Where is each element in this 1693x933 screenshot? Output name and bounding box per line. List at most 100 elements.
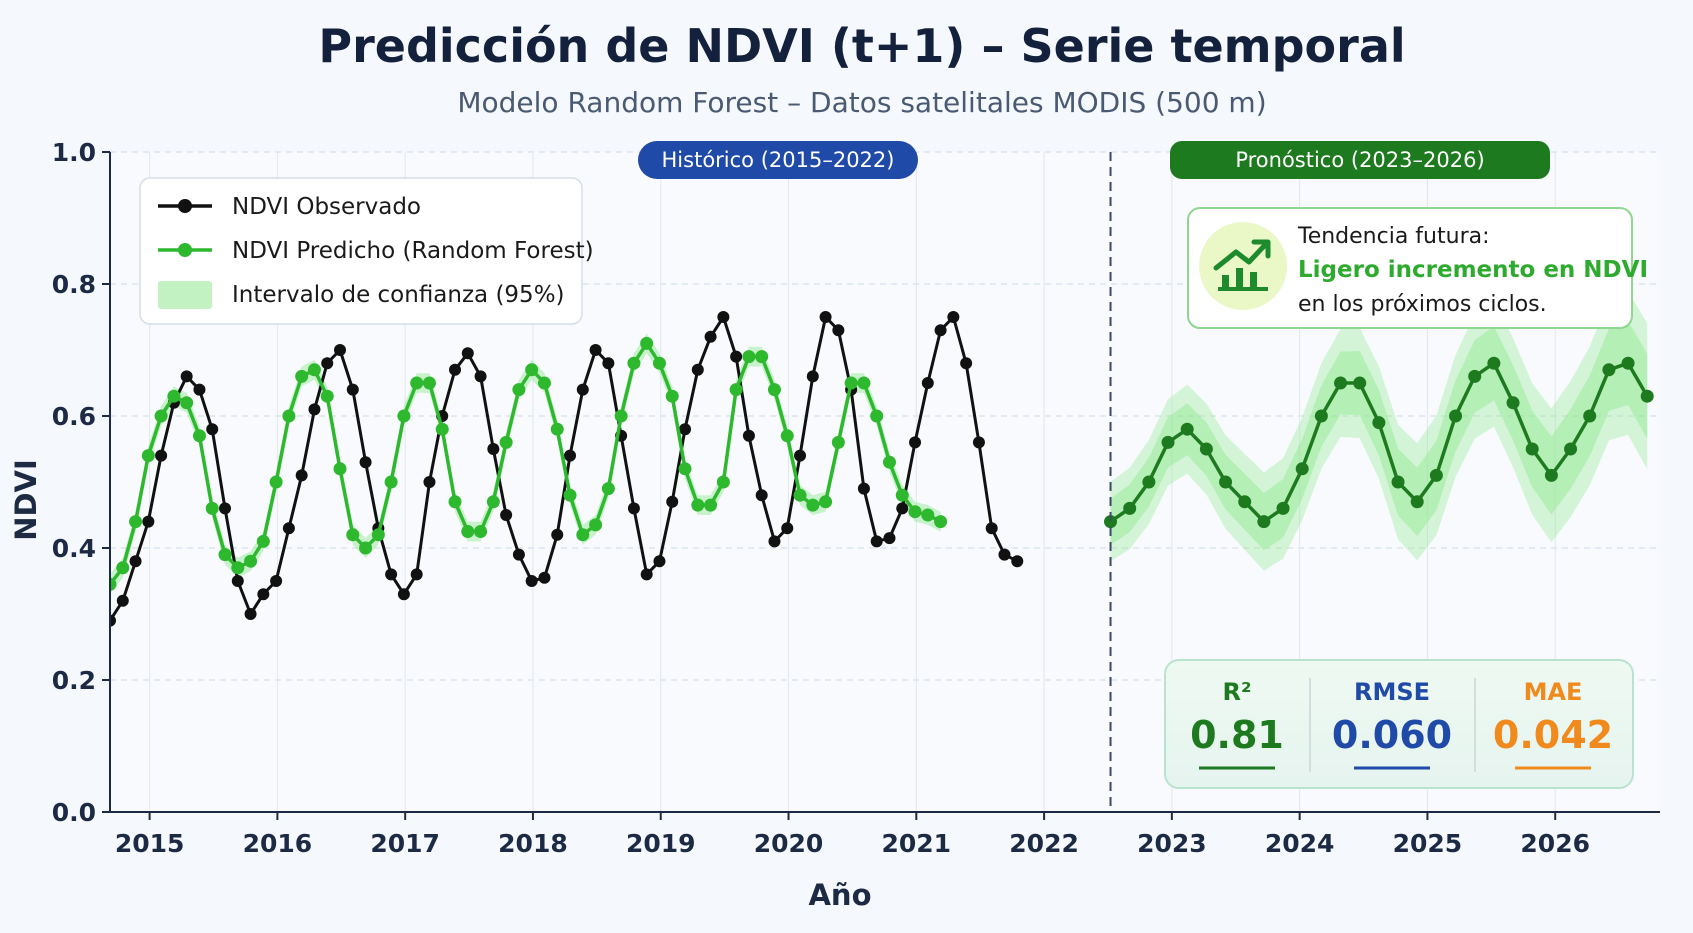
predicted-point	[882, 455, 896, 469]
predicted-point	[819, 495, 833, 509]
trend-line3: en los próximos ciclos.	[1298, 292, 1547, 317]
predicted-point	[282, 409, 296, 423]
predicted-point	[512, 383, 526, 397]
observed-point	[385, 568, 398, 581]
observed-point	[257, 588, 270, 601]
predicted-point	[806, 498, 820, 512]
legend-observed-label: NDVI Observado	[232, 194, 421, 220]
forecast-point	[1219, 475, 1233, 489]
x-tick-label: 2022	[1009, 829, 1079, 858]
observed-point	[627, 502, 640, 515]
x-tick-label: 2021	[882, 829, 952, 858]
ci-band-forecast-inner	[1110, 321, 1648, 551]
observed-point	[921, 377, 934, 389]
legend-ci-label: Intervalo de confianza (95%)	[232, 282, 565, 308]
predicted-point	[180, 396, 194, 410]
predicted-point	[755, 350, 769, 364]
predicted-point	[895, 488, 909, 502]
observed-point	[653, 555, 666, 568]
forecast-point	[1544, 468, 1558, 482]
historical-badge-label: Histórico (2015–2022)	[662, 148, 895, 172]
observed-point	[755, 489, 768, 502]
observed-point	[359, 456, 372, 469]
predicted-point	[537, 376, 551, 390]
observed-point	[806, 370, 819, 383]
predicted-point	[921, 508, 935, 522]
predicted-point	[116, 561, 130, 575]
observed-point	[423, 476, 436, 488]
predicted-point	[141, 449, 155, 463]
forecast-point	[1468, 369, 1482, 383]
predicted-point	[320, 389, 334, 403]
observed-point	[308, 403, 321, 416]
predicted-point	[474, 525, 488, 538]
observed-point	[985, 522, 998, 535]
predicted-point	[934, 515, 948, 529]
predicted-point	[307, 363, 321, 377]
metric-2: MAE 0.042	[1493, 678, 1613, 770]
observed-point	[768, 535, 781, 548]
legend-box	[139, 177, 583, 325]
predicted-point	[397, 409, 411, 423]
predicted-point	[205, 501, 219, 515]
observed-point	[219, 502, 232, 515]
predicted-point	[857, 376, 871, 390]
predicted-point	[550, 422, 564, 436]
predicted-point	[359, 541, 373, 555]
predicted-point	[295, 369, 309, 383]
chart-subtitle: Modelo Random Forest – Datos satelitales…	[457, 86, 1266, 119]
predicted-point	[384, 475, 398, 489]
forecast-point	[1276, 501, 1290, 515]
predicted-point	[576, 528, 590, 542]
predicted-point	[192, 429, 206, 443]
predicted-point	[589, 518, 603, 532]
y-tick-label: 0.8	[52, 270, 96, 299]
forecast-point	[1583, 409, 1597, 423]
chart-title: Predicción de NDVI (t+1) – Serie tempora…	[318, 19, 1405, 73]
forecast-point	[1449, 409, 1463, 423]
observed-point	[870, 535, 883, 548]
predicted-point	[870, 409, 884, 423]
predicted-point	[601, 482, 615, 496]
forecast-point	[1238, 495, 1252, 509]
metric-label: R²	[1223, 678, 1252, 706]
predicted-point	[716, 475, 730, 489]
metrics: R² 0.81 RMSE 0.060 MAE 0.042	[1190, 678, 1613, 770]
observed-point	[270, 575, 283, 587]
observed-point	[934, 324, 947, 337]
y-ticks: 0.0 0.2 0.4 0.6 0.8 1.0	[52, 138, 110, 827]
observed-point	[512, 548, 525, 561]
observed-point	[142, 515, 155, 528]
metric-1: RMSE 0.060	[1332, 678, 1452, 770]
observed-point	[474, 370, 487, 383]
y-tick-label: 0.0	[52, 798, 96, 827]
predicted-point	[346, 528, 360, 542]
forecast-point	[1487, 356, 1501, 370]
observed-point	[321, 357, 334, 370]
predicted-point	[461, 525, 475, 538]
metric-value: 0.060	[1332, 713, 1452, 757]
predicted-point	[704, 498, 718, 512]
observed-point	[487, 443, 500, 455]
forecast-point	[1161, 435, 1175, 449]
observed-point	[883, 532, 896, 545]
observed-point	[244, 608, 257, 620]
observed-point	[206, 423, 219, 436]
predicted-point	[614, 409, 628, 423]
forecast-point	[1104, 515, 1118, 529]
predicted-point	[110, 577, 117, 591]
series-lines	[110, 311, 1654, 627]
y-tick-label: 0.2	[52, 666, 96, 695]
observed-point	[231, 575, 244, 587]
observed-point	[819, 311, 832, 323]
forecast-point	[1199, 442, 1213, 456]
observed-point	[730, 350, 743, 363]
observed-point	[538, 571, 551, 584]
x-tick-label: 2016	[243, 829, 313, 858]
observed-point	[857, 482, 870, 495]
ci-band-historical	[110, 333, 941, 595]
x-tick-label: 2026	[1520, 829, 1590, 858]
predicted-point	[627, 356, 641, 370]
x-axis-label: Año	[808, 878, 871, 912]
y-axis-label: NDVI	[9, 459, 43, 541]
